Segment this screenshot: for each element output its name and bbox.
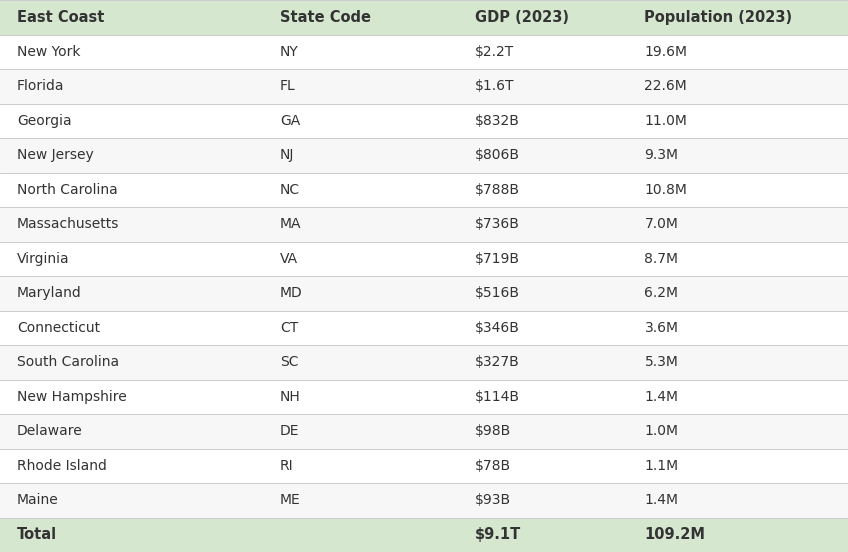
- Bar: [0, 483, 848, 518]
- Text: NH: NH: [280, 390, 300, 404]
- Text: 10.8M: 10.8M: [644, 183, 688, 197]
- Text: Virginia: Virginia: [17, 252, 70, 266]
- Text: 19.6M: 19.6M: [644, 45, 688, 59]
- Text: Maine: Maine: [17, 493, 59, 507]
- Text: ME: ME: [280, 493, 300, 507]
- Bar: [0, 172, 848, 207]
- Text: 1.0M: 1.0M: [644, 424, 678, 438]
- Bar: [0, 242, 848, 276]
- Bar: [0, 0, 848, 34]
- Text: $806B: $806B: [475, 148, 520, 162]
- Text: 7.0M: 7.0M: [644, 217, 678, 231]
- Text: Maryland: Maryland: [17, 286, 81, 300]
- Text: FL: FL: [280, 79, 296, 93]
- Text: 8.7M: 8.7M: [644, 252, 678, 266]
- Text: New Hampshire: New Hampshire: [17, 390, 126, 404]
- Bar: [0, 414, 848, 448]
- Bar: [0, 69, 848, 104]
- Text: Rhode Island: Rhode Island: [17, 459, 107, 473]
- Text: 1.1M: 1.1M: [644, 459, 678, 473]
- Text: $9.1T: $9.1T: [475, 527, 522, 542]
- Text: 9.3M: 9.3M: [644, 148, 678, 162]
- Bar: [0, 380, 848, 414]
- Text: $93B: $93B: [475, 493, 511, 507]
- Text: $346B: $346B: [475, 321, 520, 335]
- Text: South Carolina: South Carolina: [17, 355, 119, 369]
- Text: 3.6M: 3.6M: [644, 321, 678, 335]
- Text: Population (2023): Population (2023): [644, 10, 793, 25]
- Text: 6.2M: 6.2M: [644, 286, 678, 300]
- Bar: [0, 310, 848, 345]
- Text: GA: GA: [280, 114, 300, 128]
- Text: New Jersey: New Jersey: [17, 148, 94, 162]
- Text: Massachusetts: Massachusetts: [17, 217, 120, 231]
- Bar: [0, 34, 848, 69]
- Text: Connecticut: Connecticut: [17, 321, 100, 335]
- Bar: [0, 345, 848, 380]
- Text: GDP (2023): GDP (2023): [475, 10, 569, 25]
- Text: $327B: $327B: [475, 355, 520, 369]
- Text: $1.6T: $1.6T: [475, 79, 515, 93]
- Text: 1.4M: 1.4M: [644, 390, 678, 404]
- Text: Georgia: Georgia: [17, 114, 71, 128]
- Text: RI: RI: [280, 459, 293, 473]
- Text: Florida: Florida: [17, 79, 64, 93]
- Text: 109.2M: 109.2M: [644, 527, 706, 542]
- Text: VA: VA: [280, 252, 298, 266]
- Text: Delaware: Delaware: [17, 424, 83, 438]
- Bar: [0, 138, 848, 172]
- Text: $832B: $832B: [475, 114, 520, 128]
- Text: Total: Total: [17, 527, 57, 542]
- Text: $78B: $78B: [475, 459, 511, 473]
- Text: $2.2T: $2.2T: [475, 45, 514, 59]
- Text: $736B: $736B: [475, 217, 520, 231]
- Text: NC: NC: [280, 183, 300, 197]
- Text: DE: DE: [280, 424, 299, 438]
- Text: 1.4M: 1.4M: [644, 493, 678, 507]
- Text: $788B: $788B: [475, 183, 520, 197]
- Text: New York: New York: [17, 45, 81, 59]
- Text: SC: SC: [280, 355, 298, 369]
- Bar: [0, 448, 848, 483]
- Text: MA: MA: [280, 217, 301, 231]
- Bar: [0, 104, 848, 138]
- Bar: [0, 207, 848, 242]
- Text: 22.6M: 22.6M: [644, 79, 687, 93]
- Text: $516B: $516B: [475, 286, 520, 300]
- Text: 11.0M: 11.0M: [644, 114, 688, 128]
- Text: East Coast: East Coast: [17, 10, 104, 25]
- Text: State Code: State Code: [280, 10, 371, 25]
- Bar: [0, 276, 848, 310]
- Bar: [0, 518, 848, 552]
- Text: $719B: $719B: [475, 252, 520, 266]
- Text: $114B: $114B: [475, 390, 520, 404]
- Text: MD: MD: [280, 286, 303, 300]
- Text: $98B: $98B: [475, 424, 511, 438]
- Text: NY: NY: [280, 45, 298, 59]
- Text: CT: CT: [280, 321, 298, 335]
- Text: 5.3M: 5.3M: [644, 355, 678, 369]
- Text: NJ: NJ: [280, 148, 294, 162]
- Text: North Carolina: North Carolina: [17, 183, 118, 197]
